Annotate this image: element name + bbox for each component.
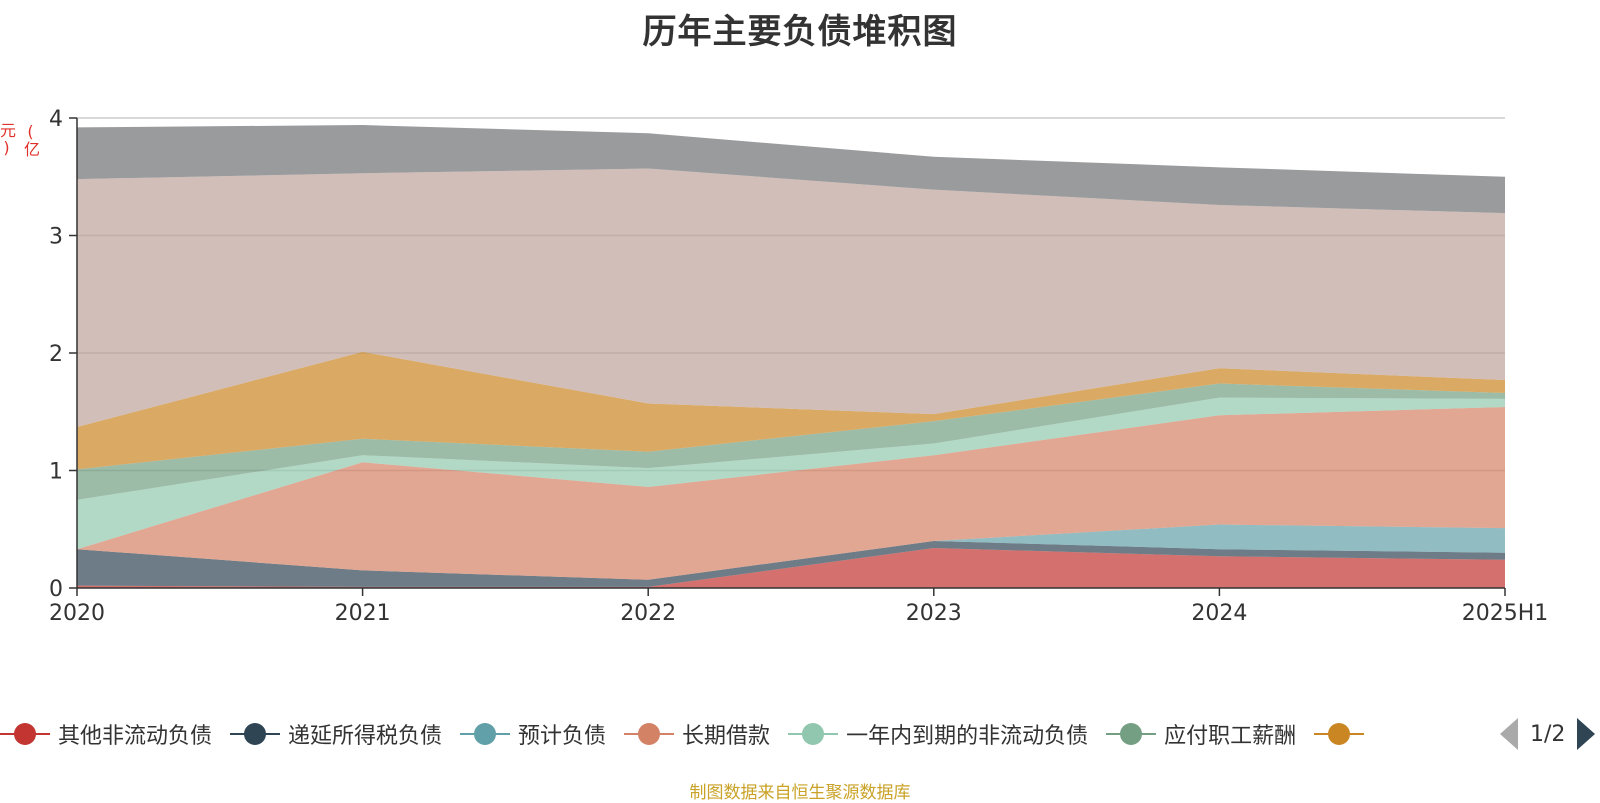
chart-title: 历年主要负债堆积图: [642, 12, 958, 52]
legend-item[interactable]: 一年内到期的非流动负债: [788, 718, 1088, 750]
x-tick-label: 2020: [49, 601, 105, 626]
legend-label: 一年内到期的非流动负债: [846, 724, 1089, 749]
y-tick-label: 1: [49, 460, 63, 485]
legend-marker-icon: [788, 719, 839, 749]
legend-marker-icon: [624, 719, 675, 749]
area-series-6: [77, 383, 1505, 500]
x-tick-label: 2024: [1191, 601, 1247, 626]
y-tick-label: 4: [49, 107, 63, 132]
legend: 其他非流动负债 递延所得税负债 预计负债 长期借款 一年内到期的非流动负债 应付职工薪酬: [0, 716, 1600, 752]
legend-marker-icon: [230, 719, 281, 749]
area-series-2: [77, 541, 1505, 587]
legend-label: 长期借款: [682, 724, 771, 749]
area-series-9: [77, 125, 1505, 214]
legend-marker-icon: [0, 719, 50, 749]
y-tick-label: 3: [49, 225, 63, 250]
legend-marker-icon: [1106, 719, 1157, 749]
legend-item[interactable]: 预计负债: [460, 718, 606, 750]
legend-item[interactable]: 应付职工薪酬: [1106, 718, 1296, 750]
legend-item[interactable]: 其他非流动负债: [0, 718, 212, 750]
area-series-1: [77, 548, 1505, 588]
legend-label: 递延所得税负债: [288, 724, 443, 749]
legend-marker-icon: [460, 719, 511, 749]
axis-layer: 0 1 2 3 4 2020 2021 2022 2023 2024 2025H1: [49, 107, 1548, 626]
x-tick-label: 2025H1: [1462, 601, 1549, 626]
y-tick-label: 2: [49, 342, 63, 367]
area-layer: [77, 125, 1505, 588]
legend-item[interactable]: [1314, 719, 1365, 749]
x-tick-label: 2021: [335, 601, 391, 626]
y-tick-label: 0: [49, 577, 63, 602]
legend-label: 应付职工薪酬: [1164, 724, 1297, 749]
legend-label: 预计负债: [518, 724, 607, 749]
legend-label: 其他非流动负债: [58, 724, 213, 749]
legend-pager: 1/2: [1500, 716, 1596, 752]
legend-prev-arrow-icon[interactable]: [1500, 718, 1518, 750]
legend-next-arrow-icon[interactable]: [1577, 718, 1596, 750]
data-source-note: 制图数据来自恒生聚源数据库: [689, 783, 911, 803]
legend-page-indicator: 1/2: [1530, 721, 1566, 747]
x-tick-label: 2023: [906, 601, 962, 626]
x-tick-label: 2022: [620, 601, 676, 626]
stacked-area-chart: 0 1 2 3 4 2020 2021 2022 2023 2024 2025H1: [49, 107, 1548, 626]
legend-marker-icon: [1314, 719, 1365, 749]
area-series-8: [77, 168, 1505, 428]
legend-item[interactable]: 递延所得税负债: [230, 718, 442, 750]
legend-item[interactable]: 长期借款: [624, 718, 770, 750]
area-series-4: [77, 407, 1505, 580]
area-series-7: [77, 351, 1505, 470]
area-series-3: [77, 524, 1505, 580]
